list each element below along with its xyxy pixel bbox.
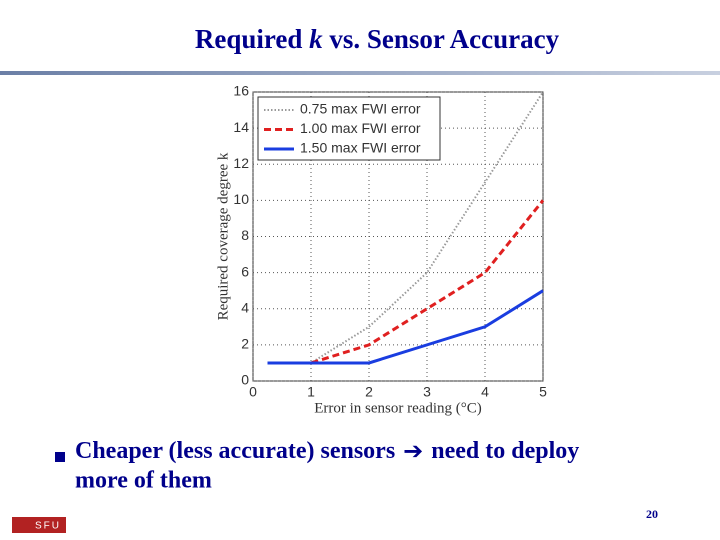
legend-label: 0.75 max FWI error [300,101,421,117]
slide-title: Required k vs. Sensor Accuracy [195,24,560,54]
y-tick-label: 6 [241,263,249,279]
x-tick-label: 3 [423,384,431,400]
y-tick-label: 14 [233,119,249,135]
bullet-text: Cheaper (less accurate) sensors ➔ need to … [75,437,579,465]
title-rule [0,71,720,75]
bullet-marker [55,452,65,462]
y-tick-label: 16 [233,83,249,99]
bullet-text-line2: more of them [75,468,212,494]
x-tick-label: 1 [307,384,315,400]
y-axis-label: Required coverage degree k [215,152,231,320]
y-tick-label: 12 [233,155,249,171]
series-line [267,289,544,365]
x-tick-label: 4 [481,384,489,400]
x-tick-label: 0 [249,384,257,400]
x-tick-label: 2 [365,384,373,400]
logo-text: SFU [35,521,61,532]
legend-label: 1.50 max FWI error [300,140,421,156]
x-tick-label: 5 [539,384,547,400]
y-tick-label: 10 [233,191,249,207]
legend-label: 1.00 max FWI error [300,120,421,136]
y-tick-label: 4 [241,299,249,315]
x-axis-label: Error in sensor reading (°C) [314,400,482,416]
logo [12,517,66,533]
y-tick-label: 8 [241,227,249,243]
page-number: 20 [646,507,658,521]
y-tick-label: 2 [241,336,249,352]
y-tick-label: 0 [241,372,249,388]
